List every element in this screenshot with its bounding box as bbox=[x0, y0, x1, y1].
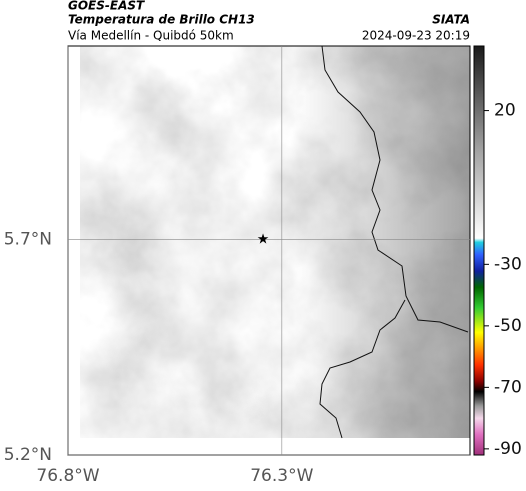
colorbar-tick-label: -70 bbox=[494, 377, 522, 397]
colorbar-tick-label: -30 bbox=[494, 254, 522, 274]
y-tick-label: 5.7°N bbox=[4, 230, 52, 250]
colorbar-tick-label: 20 bbox=[494, 101, 516, 121]
product: GOES-EAST bbox=[68, 0, 145, 13]
map-image bbox=[68, 46, 470, 455]
border bbox=[319, 299, 406, 439]
colorbar-tick-label: -90 bbox=[494, 439, 522, 459]
location-marker: ★ bbox=[257, 232, 270, 248]
timestamp: 2024-09-23 20:19 bbox=[362, 29, 470, 43]
border bbox=[321, 46, 469, 333]
x-tick-label: 76.3°W bbox=[250, 466, 313, 486]
source: SIATA bbox=[432, 13, 470, 27]
y-tick-label: 5.2°N bbox=[4, 445, 52, 465]
colorbar bbox=[473, 45, 485, 456]
title: Temperatura de Brillo CH13 bbox=[68, 13, 255, 27]
colorbar-tick-label: -50 bbox=[494, 316, 522, 336]
subtitle: Vía Medellín - Quibdó 50km bbox=[68, 29, 234, 43]
x-tick-label: 76.8°W bbox=[36, 466, 99, 486]
